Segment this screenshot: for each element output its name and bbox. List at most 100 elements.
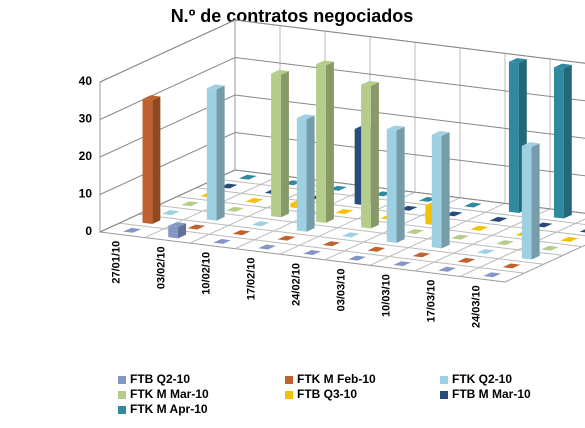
legend-label: FTB Q3-10 — [297, 387, 357, 401]
x-tick-label: 17/02/10 — [245, 257, 257, 300]
bar-top — [496, 240, 514, 246]
bar-top — [341, 232, 360, 238]
bar-top — [316, 60, 334, 66]
bar-top — [476, 249, 495, 254]
bar-top — [457, 257, 476, 263]
bar-top — [541, 245, 559, 251]
x-tick-label: 03/03/10 — [335, 269, 347, 312]
bar-top — [123, 227, 142, 233]
bar-shade — [441, 132, 450, 249]
bar-top — [451, 234, 469, 240]
bar-top — [579, 229, 585, 233]
grid-line — [99, 19, 585, 83]
bar-top — [502, 263, 521, 269]
bar-top — [232, 230, 251, 236]
bar-top — [245, 198, 264, 203]
bar-side — [216, 85, 225, 221]
legend-swatch — [285, 376, 293, 384]
bar-top — [560, 236, 579, 242]
legend-swatch — [118, 391, 126, 399]
bar-top — [470, 225, 489, 231]
bar-top — [296, 114, 315, 120]
bar — [431, 134, 442, 249]
floor-grid — [138, 213, 544, 265]
bar-side — [325, 61, 334, 223]
bar-top — [181, 201, 199, 207]
bar-top — [438, 266, 457, 272]
bar — [271, 73, 281, 218]
bar-shade — [306, 115, 315, 232]
legend-swatch — [440, 376, 448, 384]
bar-side — [396, 126, 405, 243]
legend-label: FTK M Apr-10 — [130, 402, 208, 416]
bar-shade — [325, 61, 334, 223]
floor-grid — [157, 204, 563, 256]
bar — [316, 64, 326, 223]
x-tick-label: 03/02/10 — [155, 246, 167, 289]
legend-label: FTK M Feb-10 — [297, 372, 376, 386]
bar-shade — [216, 85, 225, 221]
legend-swatch — [118, 406, 126, 414]
bar-top — [489, 216, 508, 222]
floor-grid — [177, 196, 583, 248]
bar-top — [187, 224, 206, 230]
bar-top — [226, 206, 244, 212]
bar-shade — [280, 71, 289, 218]
bar-top — [393, 261, 412, 267]
legend-swatch — [118, 376, 126, 384]
bar-side — [306, 115, 315, 232]
bar-shade — [152, 96, 161, 224]
bar-top — [463, 202, 482, 208]
bar-side — [280, 71, 289, 218]
bar-top — [406, 229, 424, 235]
x-tick-label: 10/03/10 — [380, 274, 392, 317]
bar-side — [531, 143, 540, 260]
bar-side — [152, 96, 161, 224]
x-tick-label: 10/02/10 — [200, 252, 212, 295]
bar-top — [553, 63, 572, 69]
bar — [361, 84, 371, 229]
x-tick-label: 24/03/10 — [470, 285, 482, 328]
bar-shade — [177, 223, 187, 239]
y-tick-label: 30 — [79, 112, 93, 126]
bar-top — [348, 255, 367, 261]
chart-title: N.º de contratos negociados — [171, 6, 414, 26]
x-tick-label: 17/03/10 — [425, 280, 437, 323]
bar-top — [361, 81, 379, 86]
bar — [142, 99, 153, 224]
bar — [296, 118, 307, 232]
bar-top — [206, 84, 225, 90]
bar — [206, 88, 217, 221]
bar-top — [335, 209, 354, 215]
bar-top — [483, 272, 502, 278]
bar-top — [251, 221, 270, 227]
bar-side — [441, 132, 450, 249]
legend-label: FTB Q2-10 — [130, 372, 190, 386]
y-tick-label: 40 — [79, 74, 93, 88]
bar-top — [303, 250, 322, 256]
bar — [553, 67, 564, 219]
bar-side — [370, 82, 379, 229]
legend-label: FTK M Mar-10 — [130, 387, 209, 401]
bar-shade — [531, 143, 540, 260]
bar — [508, 61, 519, 213]
bar-shade — [370, 82, 379, 229]
x-tick-label: 27/01/10 — [110, 241, 122, 284]
bar — [168, 225, 178, 239]
bar-top — [238, 174, 257, 180]
bar-side — [177, 223, 187, 239]
bar-top — [142, 95, 161, 101]
bar-shade — [563, 64, 572, 219]
bar — [521, 145, 532, 260]
bar-top — [271, 69, 289, 75]
bar-shade — [396, 126, 405, 243]
bar-top — [258, 244, 277, 250]
bar-top — [168, 222, 187, 228]
bar-top — [367, 246, 386, 252]
legend-swatch — [440, 391, 448, 399]
bar-top — [213, 239, 232, 244]
legend-swatch — [285, 391, 293, 399]
bar-top — [431, 131, 450, 136]
